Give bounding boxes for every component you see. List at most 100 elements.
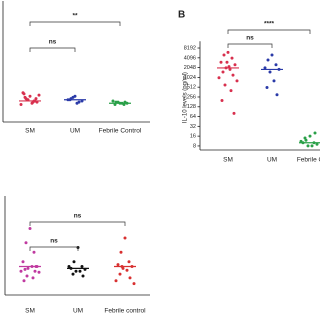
data-point [23, 95, 27, 99]
y-tick-label: 128 [187, 104, 196, 110]
data-point [225, 60, 229, 64]
data-point [33, 269, 37, 273]
data-point [28, 94, 32, 98]
x-tick-label: UM [267, 157, 277, 164]
significance-bracket [29, 21, 121, 26]
data-point [80, 265, 84, 268]
data-point [22, 279, 26, 283]
significance-label: **** [264, 21, 275, 28]
data-point [274, 63, 278, 67]
data-point [233, 63, 237, 67]
y-tick-label: 8 [193, 143, 196, 149]
data-point [226, 50, 230, 54]
significance-label: ns [246, 35, 254, 42]
data-point [127, 260, 131, 264]
data-point [313, 131, 317, 135]
x-tick-label: Febrile C [297, 157, 320, 164]
data-point [315, 142, 319, 146]
data-point [231, 73, 235, 77]
data-point [220, 98, 224, 102]
data-point [71, 95, 75, 99]
data-point [71, 272, 75, 276]
data-point [272, 79, 276, 83]
significance-label: ns [49, 39, 57, 46]
y-tick-label: 2048 [184, 65, 196, 71]
data-point [67, 265, 71, 268]
data-point [270, 53, 274, 57]
x-tick-label: SM [25, 128, 35, 135]
y-tick-label: 1024 [184, 75, 196, 81]
significance-bracket [29, 221, 126, 226]
data-point [275, 93, 279, 97]
data-point [28, 227, 32, 230]
data-point [217, 76, 221, 80]
data-point [31, 276, 35, 280]
data-point [78, 269, 82, 273]
x-tick-label: UM [70, 128, 80, 135]
data-point [232, 111, 236, 115]
data-point [235, 79, 239, 83]
data-point [81, 274, 85, 278]
data-point [23, 267, 27, 271]
significance-bracket [227, 29, 311, 34]
data-point [34, 97, 38, 101]
significance-bracket [29, 47, 76, 52]
data-point [221, 70, 225, 74]
data-point [123, 236, 127, 240]
data-point [229, 89, 233, 93]
panel-label: B [178, 10, 185, 21]
data-point [114, 279, 118, 283]
data-point [128, 276, 132, 280]
data-point [37, 270, 41, 274]
data-point [19, 102, 23, 106]
data-point [223, 83, 227, 87]
data-point [111, 99, 115, 103]
x-tick-label: SM [25, 308, 35, 315]
data-point [230, 56, 234, 60]
data-point [75, 101, 79, 105]
data-point [222, 53, 226, 57]
data-point [19, 269, 23, 273]
significance-bracket [227, 43, 273, 48]
y-tick-label: 256 [187, 94, 196, 100]
significance-label: ns [74, 213, 82, 220]
data-point [268, 70, 272, 74]
data-point [303, 136, 307, 140]
x-tick-label: Febrile control [104, 308, 146, 315]
data-point [125, 268, 129, 272]
data-point [119, 250, 123, 254]
data-point [72, 260, 76, 264]
data-point [118, 272, 122, 276]
y-axis-label: IL-10 levels (pg/ml) [183, 72, 189, 123]
y-tick-label: 32 [190, 124, 196, 130]
significance-bracket [29, 246, 79, 251]
data-point [21, 260, 25, 264]
x-tick-label: UM [73, 308, 83, 315]
data-point [74, 269, 78, 273]
data-point [32, 250, 36, 254]
data-point [132, 282, 136, 286]
data-point [228, 67, 232, 71]
data-point [308, 134, 312, 138]
y-tick-label: 8192 [184, 45, 196, 51]
data-point [26, 266, 30, 270]
data-point [263, 66, 267, 70]
data-point [24, 241, 28, 245]
significance-label: ns [50, 238, 58, 245]
y-tick-label: 64 [190, 114, 196, 120]
data-point [265, 86, 269, 90]
data-point [306, 144, 310, 148]
data-point [116, 263, 120, 267]
y-tick-label: 16 [190, 134, 196, 140]
data-point [22, 92, 26, 96]
data-point [37, 93, 41, 97]
y-tick-label: 4096 [184, 55, 196, 61]
x-tick-label: Febrile Control [99, 128, 142, 135]
y-tick-label: 512 [187, 85, 196, 91]
data-point [266, 58, 270, 62]
data-point [310, 144, 314, 148]
data-point [25, 274, 29, 278]
data-point [219, 60, 223, 64]
significance-label: ** [72, 13, 78, 20]
